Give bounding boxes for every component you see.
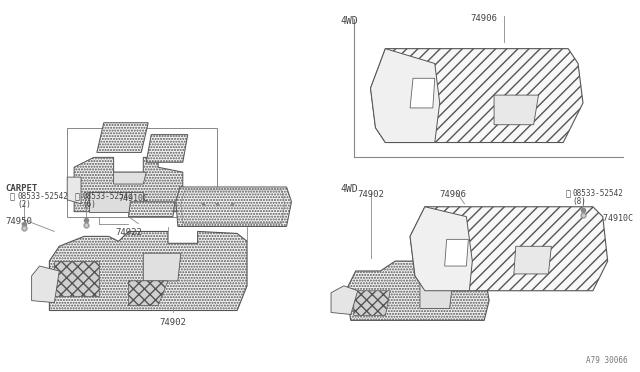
Text: CARPET: CARPET <box>5 184 37 193</box>
Text: 74950: 74950 <box>5 217 32 226</box>
Polygon shape <box>514 246 552 274</box>
Polygon shape <box>114 172 147 184</box>
Text: (2): (2) <box>18 200 31 209</box>
Polygon shape <box>31 266 60 302</box>
Polygon shape <box>67 177 81 204</box>
Text: — 74910C: — 74910C <box>593 214 633 223</box>
Text: Ⓢ: Ⓢ <box>565 189 570 198</box>
Polygon shape <box>129 202 175 217</box>
Polygon shape <box>143 253 181 281</box>
Polygon shape <box>354 291 390 315</box>
Polygon shape <box>49 231 247 311</box>
Text: 08533-52542: 08533-52542 <box>82 192 133 201</box>
Polygon shape <box>445 239 468 266</box>
Polygon shape <box>410 207 472 291</box>
Polygon shape <box>420 283 452 308</box>
Text: 74906: 74906 <box>198 190 225 199</box>
Polygon shape <box>371 49 583 142</box>
Text: 4WD: 4WD <box>341 16 358 26</box>
Text: 74910C: 74910C <box>118 194 148 203</box>
Polygon shape <box>494 95 538 125</box>
Polygon shape <box>371 49 440 142</box>
Polygon shape <box>74 157 183 212</box>
Text: 74902: 74902 <box>159 318 186 327</box>
Polygon shape <box>410 207 608 291</box>
Polygon shape <box>97 123 148 153</box>
Polygon shape <box>346 261 489 320</box>
Text: 74902: 74902 <box>358 190 385 199</box>
Text: 74906: 74906 <box>471 14 498 23</box>
Polygon shape <box>54 261 99 296</box>
Text: 74906: 74906 <box>440 190 467 199</box>
Text: (6): (6) <box>82 200 96 209</box>
Polygon shape <box>331 286 358 314</box>
Text: Ⓢ: Ⓢ <box>74 192 79 201</box>
Text: 74922: 74922 <box>115 228 142 237</box>
Text: Ⓢ: Ⓢ <box>10 192 15 201</box>
Polygon shape <box>176 187 291 227</box>
Polygon shape <box>89 192 143 212</box>
Polygon shape <box>147 135 188 162</box>
Polygon shape <box>129 281 168 305</box>
Polygon shape <box>67 128 218 217</box>
Text: 08533-52542: 08533-52542 <box>18 192 68 201</box>
Text: 08533-52542: 08533-52542 <box>572 189 623 198</box>
Text: A79 30066: A79 30066 <box>586 356 627 365</box>
Polygon shape <box>410 78 435 108</box>
Text: 4WD: 4WD <box>341 184 358 194</box>
Text: (8): (8) <box>572 197 586 206</box>
